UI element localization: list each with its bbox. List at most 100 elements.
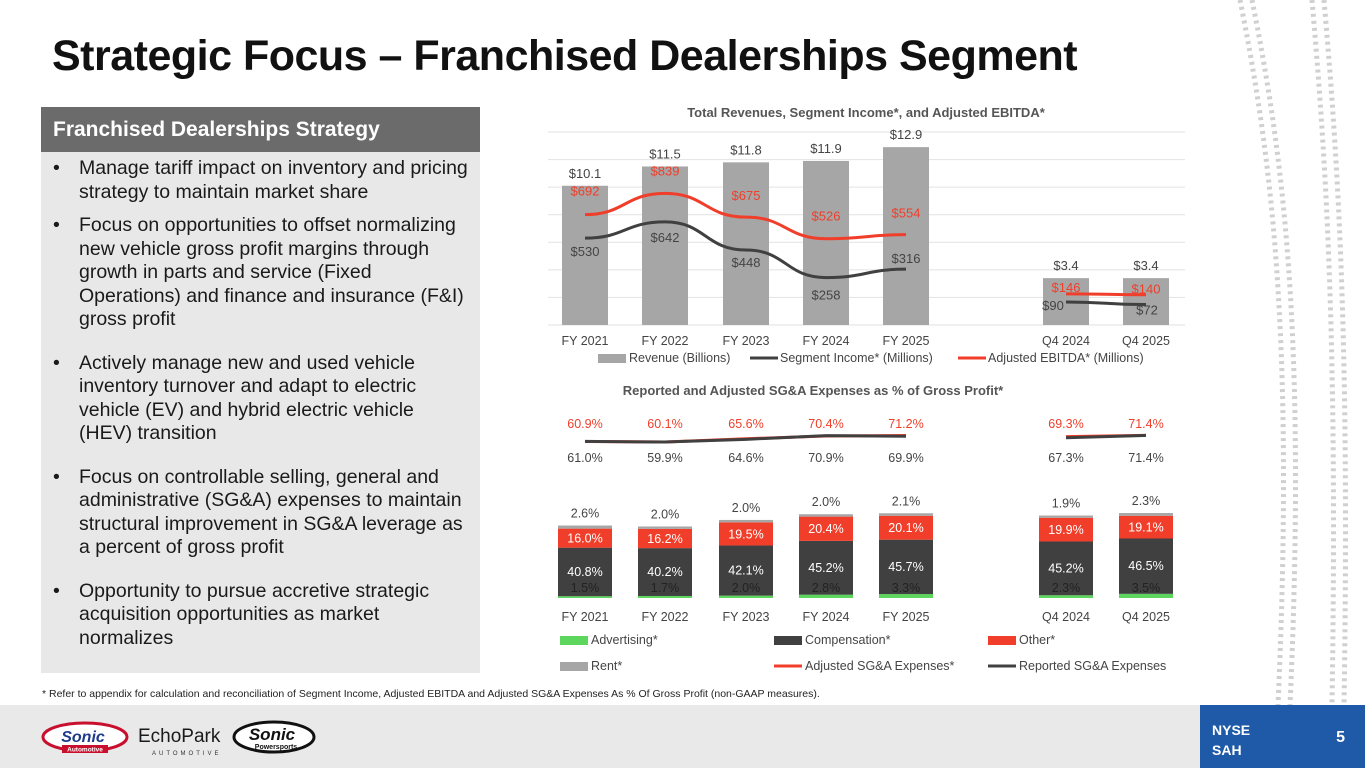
revenue-bar-label: $3.4 [1133, 258, 1158, 273]
reported-sga-data-label: 59.9% [647, 451, 682, 465]
adjusted-ebitda-line-quarter [1065, 292, 1147, 297]
other-bar-segment [799, 516, 853, 541]
rent-bar-segment [558, 525, 612, 529]
segment-income-data-label: $90 [1042, 298, 1064, 313]
legend-swatch-rent [560, 662, 588, 671]
rent-bar-segment [1119, 513, 1173, 516]
advertising-data-label: 3.5% [1132, 581, 1161, 595]
segment-income-line-quarter [1065, 300, 1147, 307]
legend-label: Revenue (Billions) [629, 351, 730, 365]
sonic-powersports-wordmark: Sonic [249, 725, 296, 744]
ticker-block: NYSE SAH 5 [1200, 705, 1365, 768]
x-axis-tick-label: FY 2025 [882, 334, 929, 348]
other-bar-segment [638, 528, 692, 549]
other-data-label: 19.1% [1128, 521, 1163, 535]
rent-data-label: 2.6% [571, 507, 600, 521]
revenue-bar [803, 160, 849, 325]
legend-label: Rent* [591, 659, 622, 673]
segment-income-data-label: $72 [1136, 303, 1158, 318]
reported-sga-data-label: 69.9% [888, 451, 923, 465]
echopark-sub: AUTOMOTIVE [152, 751, 222, 757]
compensation-data-label: 45.2% [1048, 561, 1083, 575]
x-axis-tick-label: FY 2022 [641, 610, 688, 624]
rent-data-label: 2.0% [812, 495, 841, 509]
segment-income-data-label: $530 [571, 244, 600, 259]
reported-sga-data-label: 70.9% [808, 451, 843, 465]
compensation-bar-segment [1119, 538, 1173, 594]
x-axis-tick-label: FY 2024 [802, 610, 849, 624]
ticker-code: SAH [1212, 742, 1242, 758]
x-axis-tick-label: FY 2022 [641, 334, 688, 348]
advertising-data-label: 3.3% [892, 581, 921, 595]
x-axis-tick-label: FY 2021 [561, 334, 608, 348]
sonic-automotive-sub: Automotive [67, 747, 103, 754]
revenue-bar-label: $11.5 [649, 146, 681, 161]
sga-chart: Reported and Adjusted SG&A Expenses as %… [548, 378, 1185, 685]
footnote: * Refer to appendix for calculation and … [42, 688, 820, 700]
x-axis-tick-label: FY 2024 [802, 334, 849, 348]
strategy-bullet: Focus on opportunities to offset normali… [41, 214, 480, 332]
compensation-data-label: 45.2% [808, 561, 843, 575]
rent-data-label: 2.3% [1132, 494, 1161, 508]
compensation-data-label: 42.1% [728, 564, 763, 578]
chart-title: Reported and Adjusted SG&A Expenses as %… [623, 383, 1004, 398]
compensation-bar-segment [719, 545, 773, 596]
revenue-bar [1123, 278, 1169, 325]
segment-income-data-label: $642 [651, 230, 680, 245]
compensation-data-label: 45.7% [888, 560, 923, 574]
legend-swatch-other [988, 636, 1016, 645]
reported-sga-data-label: 61.0% [567, 451, 602, 465]
advertising-data-label: 1.7% [651, 581, 680, 595]
segment-income-data-label: $316 [892, 251, 921, 266]
page-title: Strategic Focus – Franchised Dealerships… [52, 32, 1078, 80]
reported-sga-data-label: 67.3% [1048, 451, 1083, 465]
strategy-bullet: Manage tariff impact on inventory and pr… [41, 157, 480, 204]
adjusted-sga-data-label: 60.9% [567, 417, 602, 431]
other-bar-segment [1039, 517, 1093, 542]
compensation-bar-segment [1039, 541, 1093, 596]
rent-bar-segment [719, 519, 773, 523]
legend-swatch-revenue [598, 354, 626, 363]
legend-label: Segment Income* (Millions) [780, 351, 933, 365]
revenue-bar-label: $12.9 [890, 127, 923, 142]
footer-bar [0, 705, 1365, 768]
segment-income-line [584, 220, 907, 280]
advertising-bar-segment [799, 594, 853, 598]
advertising-data-label: 1.5% [571, 581, 600, 595]
rent-bar-segment [638, 526, 692, 529]
tire-track-decoration [1237, 0, 1348, 705]
ebitda-data-label: $554 [892, 206, 921, 221]
compensation-bar-segment [879, 539, 933, 595]
reported-sga-line [584, 434, 907, 444]
reported-sga-data-label: 64.6% [728, 451, 763, 465]
x-axis-tick-label: FY 2025 [882, 610, 929, 624]
rent-bar-segment [879, 513, 933, 516]
x-axis-tick-label: FY 2023 [722, 334, 769, 348]
adjusted-sga-data-label: 65.6% [728, 417, 763, 431]
legend-label: Adjusted SG&A Expenses* [805, 659, 955, 673]
rent-data-label: 1.9% [1052, 497, 1081, 511]
rent-bar-segment [1039, 515, 1093, 518]
strategy-heading: Franchised Dealerships Strategy [41, 107, 480, 152]
sonic-powersports-sub: Powersports [255, 744, 298, 751]
echopark-logo: EchoPark AUTOMOTIVE [138, 726, 222, 757]
revenue-bar-label: $10.1 [569, 166, 602, 181]
ticker-symbol: NYSE SAH [1212, 720, 1250, 760]
compensation-bar-segment [558, 547, 612, 597]
adjusted-sga-data-label: 71.2% [888, 417, 923, 431]
advertising-bar-segment [1119, 593, 1173, 598]
advertising-bar-segment [558, 596, 612, 598]
revenue-chart: Total Revenues, Segment Income*, and Adj… [548, 100, 1185, 380]
ticker-exchange: NYSE [1212, 722, 1251, 738]
x-axis-tick-label: Q4 2025 [1122, 334, 1170, 348]
legend-swatch-compensation [774, 636, 802, 645]
strategy-bullet: Focus on controllable selling, general a… [41, 466, 480, 560]
legend-label: Advertising* [591, 633, 658, 647]
legend-label: Compensation* [805, 633, 891, 647]
sonic-powersports-logo: Sonic Powersports [232, 720, 316, 754]
rent-data-label: 2.1% [892, 494, 921, 508]
strategy-panel: Franchised Dealerships Strategy Manage t… [41, 107, 480, 673]
other-data-label: 16.0% [567, 532, 602, 546]
ebitda-data-label: $839 [651, 163, 680, 178]
compensation-data-label: 40.2% [647, 565, 682, 579]
